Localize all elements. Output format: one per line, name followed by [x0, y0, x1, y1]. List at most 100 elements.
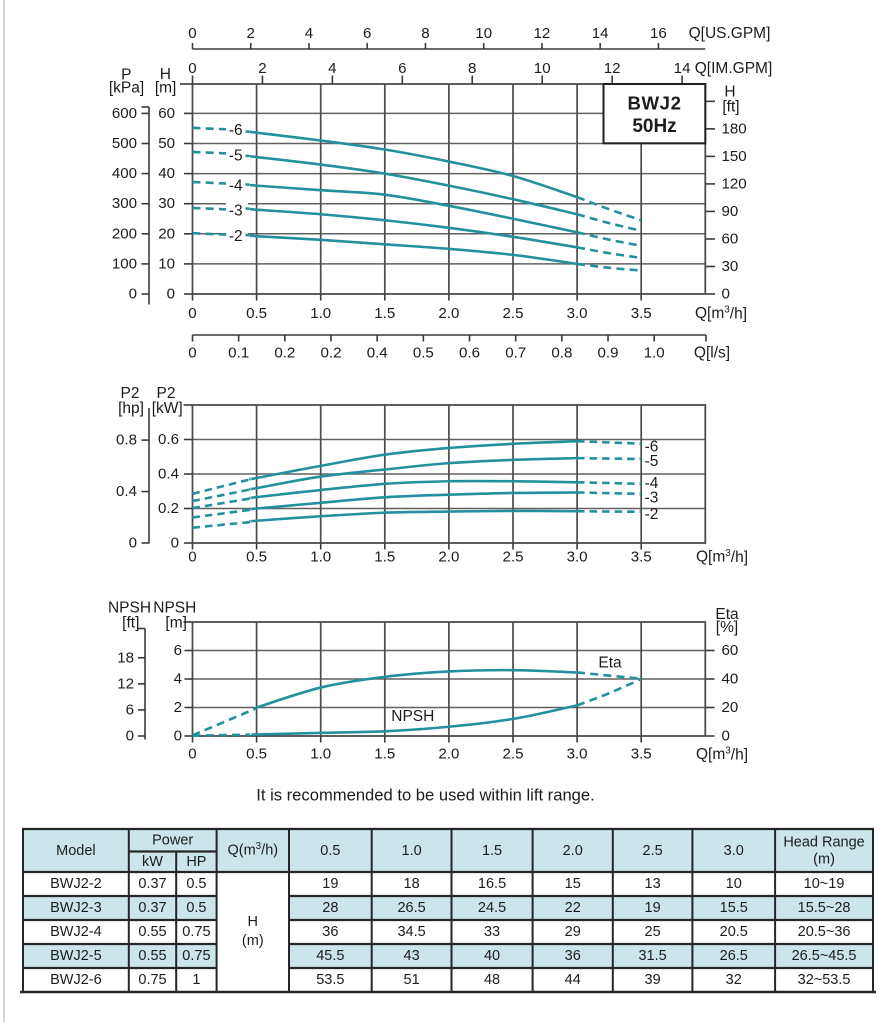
svg-text:0: 0: [722, 286, 730, 303]
svg-text:-6: -6: [229, 122, 243, 139]
svg-text:20.5~36: 20.5~36: [798, 924, 851, 940]
svg-text:150: 150: [722, 148, 747, 165]
svg-text:0.5: 0.5: [246, 746, 267, 763]
svg-text:0: 0: [129, 286, 137, 303]
svg-text:6: 6: [398, 60, 406, 77]
svg-text:18: 18: [404, 876, 420, 892]
svg-text:40: 40: [158, 165, 175, 182]
svg-text:(m): (m): [242, 933, 264, 949]
svg-text:0.55: 0.55: [138, 948, 166, 964]
svg-text:3.0: 3.0: [567, 305, 588, 322]
svg-text:BWJ2-4: BWJ2-4: [50, 924, 102, 940]
svg-text:[hp]: [hp]: [118, 400, 144, 417]
svg-text:300: 300: [112, 195, 137, 212]
svg-text:P2: P2: [121, 385, 140, 402]
svg-text:0.5: 0.5: [320, 843, 340, 859]
svg-text:50Hz: 50Hz: [632, 116, 676, 137]
svg-text:0: 0: [188, 746, 196, 763]
svg-text:25: 25: [645, 924, 661, 940]
svg-text:0.8: 0.8: [116, 432, 137, 449]
svg-text:1: 1: [192, 972, 200, 988]
svg-text:-4: -4: [645, 475, 659, 492]
svg-text:36: 36: [565, 948, 581, 964]
svg-text:[kW]: [kW]: [152, 400, 183, 417]
svg-text:0.75: 0.75: [138, 972, 166, 988]
svg-text:51: 51: [404, 972, 420, 988]
svg-text:12: 12: [117, 675, 134, 692]
svg-text:0.5: 0.5: [246, 549, 267, 566]
svg-text:Q[m3/h]: Q[m3/h]: [696, 745, 748, 763]
svg-text:0: 0: [188, 345, 196, 362]
svg-text:40: 40: [484, 948, 500, 964]
svg-text:40: 40: [722, 671, 739, 688]
svg-text:100: 100: [112, 255, 137, 272]
svg-text:-5: -5: [229, 148, 243, 165]
svg-text:0.4: 0.4: [116, 483, 137, 500]
svg-text:18: 18: [117, 649, 134, 666]
svg-text:0: 0: [174, 728, 182, 745]
svg-text:0: 0: [722, 728, 730, 745]
svg-text:16: 16: [650, 25, 667, 42]
svg-text:31.5: 31.5: [638, 948, 666, 964]
svg-text:600: 600: [112, 105, 137, 122]
svg-text:4: 4: [305, 25, 313, 42]
svg-text:120: 120: [722, 175, 747, 192]
svg-text:Eta: Eta: [715, 606, 739, 623]
svg-text:6: 6: [126, 701, 134, 718]
svg-text:0.2: 0.2: [274, 345, 295, 362]
svg-text:0.75: 0.75: [182, 924, 210, 940]
svg-text:Q(m3/h): Q(m3/h): [227, 841, 278, 859]
svg-text:3.5: 3.5: [631, 549, 652, 566]
svg-text:10: 10: [534, 60, 551, 77]
svg-text:29: 29: [565, 924, 581, 940]
svg-text:H: H: [248, 914, 258, 930]
svg-text:[kPa]: [kPa]: [109, 79, 144, 96]
svg-text:H: H: [724, 84, 735, 101]
svg-text:Q[l/s]: Q[l/s]: [694, 345, 730, 362]
svg-text:BWJ2: BWJ2: [627, 93, 681, 114]
svg-text:15: 15: [565, 876, 581, 892]
svg-text:0: 0: [167, 286, 175, 303]
svg-text:0.1: 0.1: [228, 345, 249, 362]
svg-text:BWJ2-2: BWJ2-2: [50, 876, 102, 892]
svg-text:12: 12: [604, 60, 621, 77]
svg-text:26.5: 26.5: [397, 900, 425, 916]
svg-text:3.0: 3.0: [724, 843, 744, 859]
svg-text:10~19: 10~19: [804, 876, 845, 892]
svg-text:3.0: 3.0: [567, 549, 588, 566]
svg-text:15.5~28: 15.5~28: [798, 900, 851, 916]
svg-text:2.0: 2.0: [438, 549, 459, 566]
svg-text:0.2: 0.2: [158, 500, 179, 517]
svg-text:P2: P2: [157, 385, 176, 402]
svg-text:0: 0: [188, 60, 196, 77]
svg-text:30: 30: [722, 258, 739, 275]
svg-text:6: 6: [363, 25, 371, 42]
svg-text:24.5: 24.5: [478, 900, 506, 916]
svg-text:0: 0: [129, 535, 137, 552]
svg-text:0.5: 0.5: [413, 345, 434, 362]
svg-text:0.8: 0.8: [551, 345, 572, 362]
svg-text:2.0: 2.0: [438, 305, 459, 322]
svg-text:2: 2: [174, 699, 182, 716]
svg-text:43: 43: [404, 948, 420, 964]
svg-text:2: 2: [258, 60, 266, 77]
svg-text:Head Range: Head Range: [783, 835, 864, 851]
svg-text:[ft]: [ft]: [122, 615, 139, 632]
svg-text:1.0: 1.0: [310, 549, 331, 566]
svg-text:0.5: 0.5: [246, 305, 267, 322]
svg-text:-3: -3: [645, 490, 659, 507]
svg-text:Q[m3/h]: Q[m3/h]: [696, 547, 748, 565]
svg-text:12: 12: [534, 25, 551, 42]
svg-text:NPSH: NPSH: [391, 708, 434, 725]
svg-text:Power: Power: [152, 832, 193, 848]
svg-text:NPSH: NPSH: [153, 600, 196, 617]
svg-text:0.37: 0.37: [138, 900, 166, 916]
svg-text:1.0: 1.0: [644, 345, 665, 362]
svg-text:44: 44: [565, 972, 581, 988]
svg-text:Q[m3/h]: Q[m3/h]: [695, 304, 747, 322]
svg-text:26.5~45.5: 26.5~45.5: [792, 948, 857, 964]
svg-text:60: 60: [158, 105, 175, 122]
svg-text:[ft]: [ft]: [722, 99, 739, 116]
svg-text:0.37: 0.37: [138, 876, 166, 892]
svg-text:45.5: 45.5: [316, 948, 344, 964]
